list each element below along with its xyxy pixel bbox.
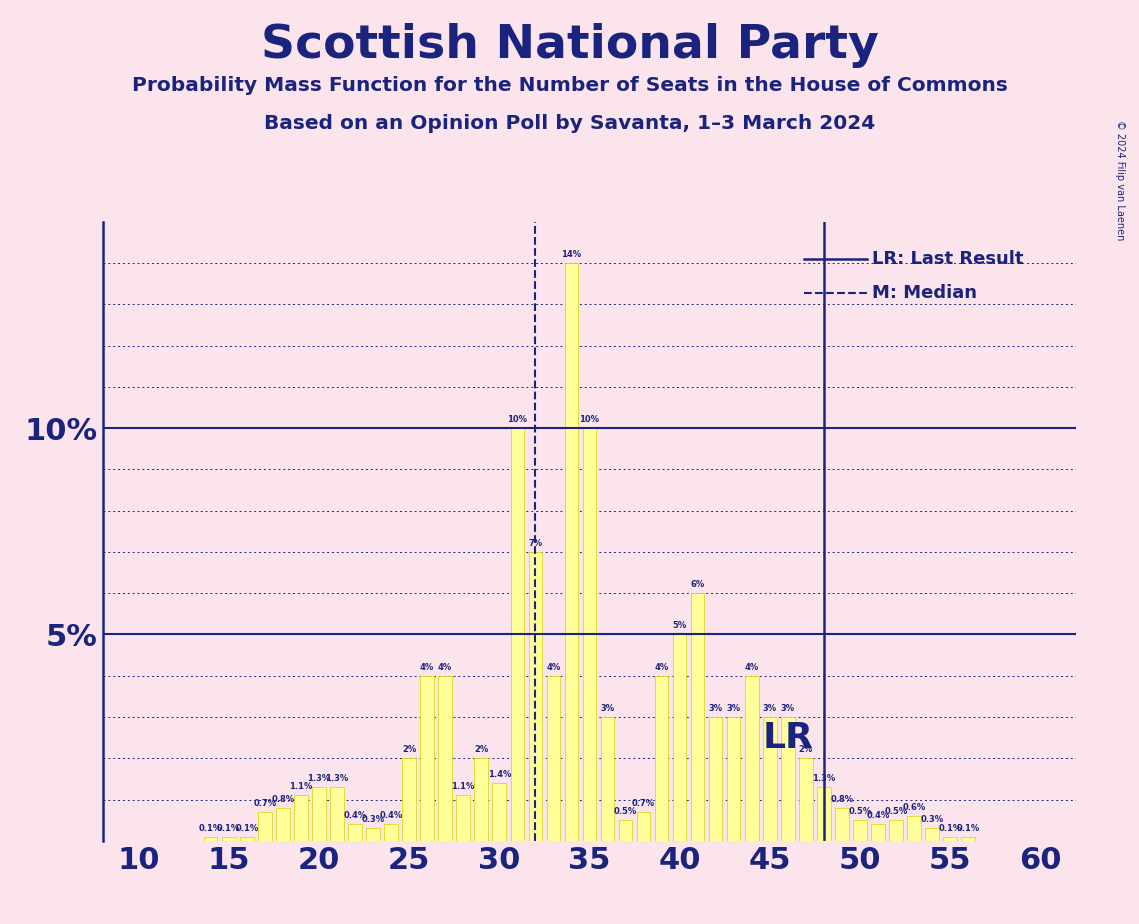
- Bar: [655, 675, 669, 841]
- Bar: [871, 824, 885, 841]
- Text: 0.8%: 0.8%: [830, 795, 853, 804]
- Text: 0.5%: 0.5%: [849, 807, 871, 816]
- Bar: [510, 428, 524, 841]
- Text: 0.6%: 0.6%: [902, 803, 926, 812]
- Text: 0.7%: 0.7%: [632, 799, 655, 808]
- Text: 3%: 3%: [600, 704, 615, 713]
- Text: 2%: 2%: [402, 745, 416, 754]
- Bar: [528, 552, 542, 841]
- Bar: [745, 675, 759, 841]
- Text: 0.1%: 0.1%: [957, 823, 980, 833]
- Text: 3%: 3%: [727, 704, 740, 713]
- Bar: [402, 759, 416, 841]
- Bar: [240, 837, 254, 841]
- Bar: [600, 717, 614, 841]
- Text: 0.3%: 0.3%: [920, 815, 943, 824]
- Bar: [276, 808, 289, 841]
- Text: 2%: 2%: [474, 745, 489, 754]
- Text: 0.5%: 0.5%: [614, 807, 637, 816]
- Text: 14%: 14%: [562, 249, 582, 259]
- Text: Based on an Opinion Poll by Savanta, 1–3 March 2024: Based on an Opinion Poll by Savanta, 1–3…: [264, 114, 875, 133]
- Bar: [835, 808, 849, 841]
- Text: © 2024 Filip van Laenen: © 2024 Filip van Laenen: [1115, 120, 1124, 240]
- Text: 0.1%: 0.1%: [218, 823, 240, 833]
- Text: 0.4%: 0.4%: [379, 811, 403, 821]
- Bar: [583, 428, 596, 841]
- Bar: [492, 783, 506, 841]
- Bar: [800, 759, 812, 841]
- Text: 1.3%: 1.3%: [308, 774, 330, 783]
- Bar: [890, 821, 903, 841]
- Text: 4%: 4%: [439, 663, 452, 672]
- Text: 4%: 4%: [745, 663, 759, 672]
- Text: 0.1%: 0.1%: [199, 823, 222, 833]
- Bar: [708, 717, 722, 841]
- Bar: [908, 816, 920, 841]
- Text: 3%: 3%: [780, 704, 795, 713]
- Text: 4%: 4%: [547, 663, 560, 672]
- Text: 0.3%: 0.3%: [361, 815, 385, 824]
- Bar: [817, 787, 830, 841]
- Bar: [637, 812, 650, 841]
- Bar: [943, 837, 957, 841]
- Bar: [384, 824, 398, 841]
- Bar: [727, 717, 740, 841]
- Text: 10%: 10%: [580, 415, 599, 424]
- Bar: [547, 675, 560, 841]
- Bar: [763, 717, 777, 841]
- Bar: [618, 821, 632, 841]
- Text: 3%: 3%: [708, 704, 723, 713]
- Text: 7%: 7%: [528, 539, 542, 548]
- Text: 4%: 4%: [420, 663, 434, 672]
- Text: 1.4%: 1.4%: [487, 770, 511, 779]
- Bar: [781, 717, 795, 841]
- Text: 0.5%: 0.5%: [884, 807, 908, 816]
- Bar: [420, 675, 434, 841]
- Bar: [925, 829, 939, 841]
- Text: 4%: 4%: [655, 663, 669, 672]
- Text: Scottish National Party: Scottish National Party: [261, 23, 878, 68]
- Bar: [294, 796, 308, 841]
- Bar: [457, 796, 470, 841]
- Text: 0.1%: 0.1%: [235, 823, 259, 833]
- Text: LR: Last Result: LR: Last Result: [871, 249, 1023, 268]
- Text: 0.4%: 0.4%: [343, 811, 367, 821]
- Text: 3%: 3%: [763, 704, 777, 713]
- Bar: [222, 837, 236, 841]
- Bar: [330, 787, 344, 841]
- Bar: [204, 837, 218, 841]
- Bar: [259, 812, 271, 841]
- Bar: [673, 635, 687, 841]
- Bar: [565, 263, 579, 841]
- Text: 5%: 5%: [672, 621, 687, 630]
- Text: 0.4%: 0.4%: [867, 811, 890, 821]
- Bar: [691, 593, 704, 841]
- Bar: [475, 759, 487, 841]
- Bar: [367, 829, 379, 841]
- Text: 1.1%: 1.1%: [451, 783, 475, 791]
- Bar: [439, 675, 452, 841]
- Bar: [853, 821, 867, 841]
- Text: 1.3%: 1.3%: [326, 774, 349, 783]
- Text: 1.3%: 1.3%: [812, 774, 836, 783]
- Text: Probability Mass Function for the Number of Seats in the House of Commons: Probability Mass Function for the Number…: [132, 76, 1007, 95]
- Text: 0.1%: 0.1%: [939, 823, 961, 833]
- Text: 0.7%: 0.7%: [253, 799, 277, 808]
- Text: M: Median: M: Median: [871, 284, 977, 302]
- Text: 0.8%: 0.8%: [271, 795, 294, 804]
- Text: 1.1%: 1.1%: [289, 783, 312, 791]
- Bar: [349, 824, 362, 841]
- Text: LR: LR: [762, 721, 813, 755]
- Text: 10%: 10%: [507, 415, 527, 424]
- Text: 2%: 2%: [798, 745, 813, 754]
- Text: 6%: 6%: [690, 580, 705, 590]
- Bar: [312, 787, 326, 841]
- Bar: [961, 837, 975, 841]
